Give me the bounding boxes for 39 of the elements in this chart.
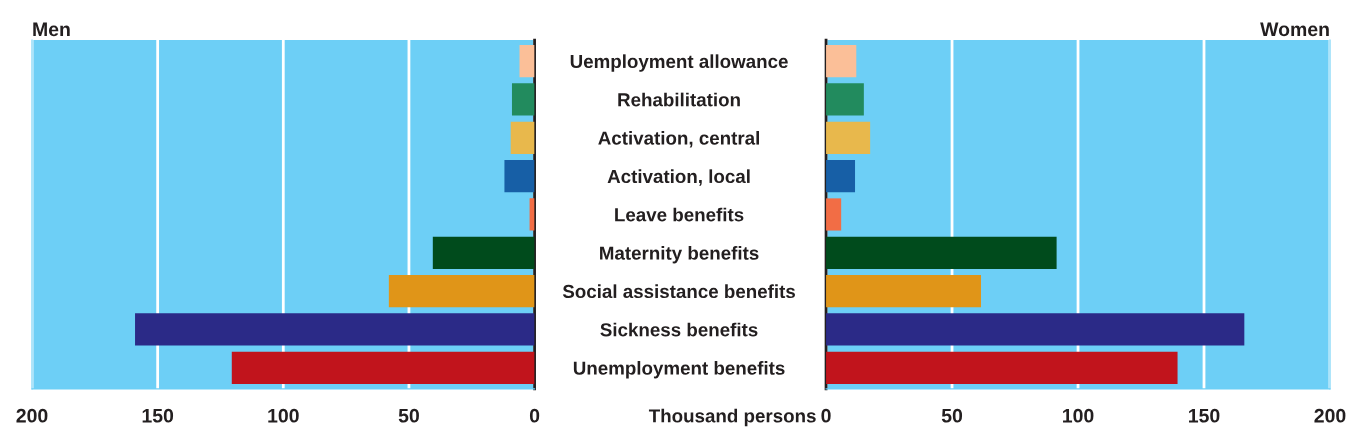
y-tick-label: Leave benefits [615, 207, 744, 222]
bar [826, 121, 871, 154]
x-tick-label: 0 [529, 408, 540, 423]
bar [826, 160, 856, 193]
y-tick-label: Uemployment allowance [570, 54, 788, 72]
bar [504, 160, 535, 193]
y-tick-label: Unemployment benefits [573, 361, 785, 379]
bar [510, 121, 535, 154]
bar [511, 83, 535, 116]
y-tick-label: Sickness benefits [600, 322, 758, 337]
bar [826, 275, 982, 308]
chart-title: Women [1260, 22, 1329, 37]
bar [826, 236, 1057, 269]
y-tick-label: Activation, central [598, 130, 759, 148]
bar [826, 45, 857, 78]
x-tick-label: 50 [941, 408, 963, 423]
x-tick-label: 150 [1189, 408, 1220, 423]
x-tick-label: 200 [1314, 408, 1346, 423]
bar [231, 351, 535, 384]
bar [826, 83, 864, 116]
y-tick-label: Maternity benefits [600, 246, 759, 264]
bar [432, 236, 535, 269]
bar [826, 198, 842, 231]
x-tick-label: 200 [16, 408, 48, 423]
x-tick-label: 50 [398, 408, 419, 423]
chart-title: Men [33, 22, 70, 37]
x-axis-title: Thousand persons [648, 408, 816, 427]
bar [826, 313, 1245, 346]
y-tick-label: Social assistance benefits [562, 284, 795, 299]
y-tick-label: Rehabilitation [618, 92, 740, 107]
y-tick-label: Activation, local [607, 169, 750, 186]
x-tick-label: 0 [821, 408, 831, 423]
x-tick-label: 100 [268, 408, 299, 423]
bar [135, 313, 535, 346]
bar [388, 275, 535, 308]
x-tick-label: 150 [142, 408, 174, 423]
bar [519, 45, 535, 78]
x-tick-label: 100 [1063, 408, 1094, 423]
bar [826, 351, 1178, 384]
